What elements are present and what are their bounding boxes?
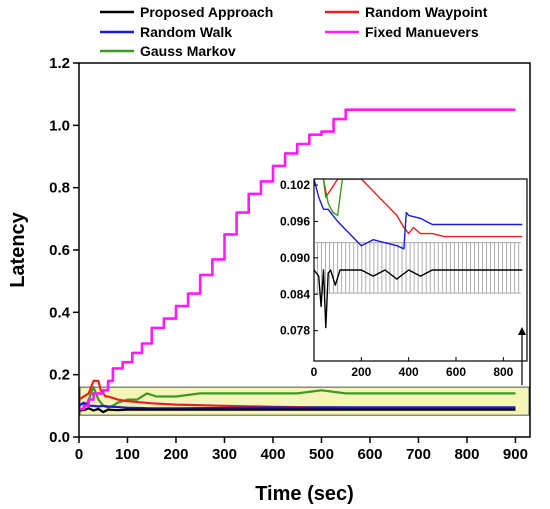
legend-item-proposed-approach: Proposed Approach (100, 4, 273, 20)
inset-x-tick-label: 200 (351, 365, 371, 379)
inset-x-tick-label: 0 (311, 365, 318, 379)
legend-item-random-waypoint: Random Waypoint (325, 4, 488, 20)
inset-series-line-proposed-approach (314, 269, 523, 329)
y-tick-label: 1.0 (49, 117, 70, 134)
legend-label: Gauss Markov (140, 43, 236, 59)
x-tick-label: 600 (357, 446, 382, 463)
zoom-arrow-head (518, 327, 526, 335)
series-line-proposed-approach (78, 407, 516, 414)
inset-x-tick-label: 800 (493, 365, 513, 379)
series-line-gauss-markov (78, 386, 516, 414)
x-tick-label: 800 (454, 446, 479, 463)
inset-y-tick-label: 0.096 (280, 214, 310, 228)
legend-label: Random Waypoint (365, 4, 488, 20)
legend-item-fixed-manuevers: Fixed Manuevers (325, 24, 479, 40)
inset-series-line-random-walk (314, 179, 523, 250)
y-tick-label: 0.4 (49, 304, 71, 321)
y-tick-label: 1.2 (49, 55, 70, 72)
x-tick-label: 100 (115, 446, 140, 463)
inset-series-line-random-waypoint (322, 179, 523, 238)
legend-item-random-walk: Random Walk (100, 24, 232, 40)
x-tick-label: 200 (163, 446, 188, 463)
inset-y-tick-label: 0.084 (280, 287, 310, 301)
legend-label: Fixed Manuevers (365, 24, 479, 40)
inset-error-bars (315, 242, 522, 294)
main-plot: 0 100 200 300 400 500 600 700 800 900 0.0 0.2 0.4 0.6… (49, 55, 531, 463)
inset-series-line-gauss-markov (322, 179, 344, 217)
inset-x-tick-label: 400 (399, 365, 419, 379)
x-tick-label: 0 (75, 446, 83, 463)
x-tick-label: 700 (406, 446, 431, 463)
x-tick-label: 900 (503, 446, 528, 463)
y-axis-title: Latency (7, 211, 29, 287)
y-tick-label: 0.8 (49, 180, 70, 197)
legend-item-gauss-markov: Gauss Markov (100, 43, 236, 59)
x-axis-title: Time (sec) (255, 483, 354, 505)
inset-y-tick-label: 0.102 (280, 178, 310, 192)
inset-x-tick-label: 600 (446, 365, 466, 379)
inset-y-tick-label: 0.078 (280, 324, 310, 338)
y-tick-label: 0.0 (49, 429, 70, 446)
series-line-fixed-manuevers (79, 108, 516, 411)
x-tick-label: 500 (309, 446, 334, 463)
inset-plot: 0 200 400 600 800 0.078 0.084 0.090 0.096 0.102 (280, 178, 528, 386)
inset-frame (313, 178, 528, 362)
y-tick-label: 0.2 (49, 367, 70, 384)
inset-y-tick-label: 0.090 (280, 251, 310, 265)
x-tick-label: 400 (260, 446, 285, 463)
x-tick-label: 300 (212, 446, 237, 463)
inset-series-group (314, 179, 523, 329)
legend-label: Proposed Approach (140, 4, 273, 20)
series-line-random-walk (78, 401, 516, 410)
legend: Proposed Approach Random Waypoint Random W… (100, 4, 488, 59)
legend-label: Random Walk (140, 24, 232, 40)
highlight-box (79, 386, 530, 416)
y-tick-label: 0.6 (49, 242, 70, 259)
